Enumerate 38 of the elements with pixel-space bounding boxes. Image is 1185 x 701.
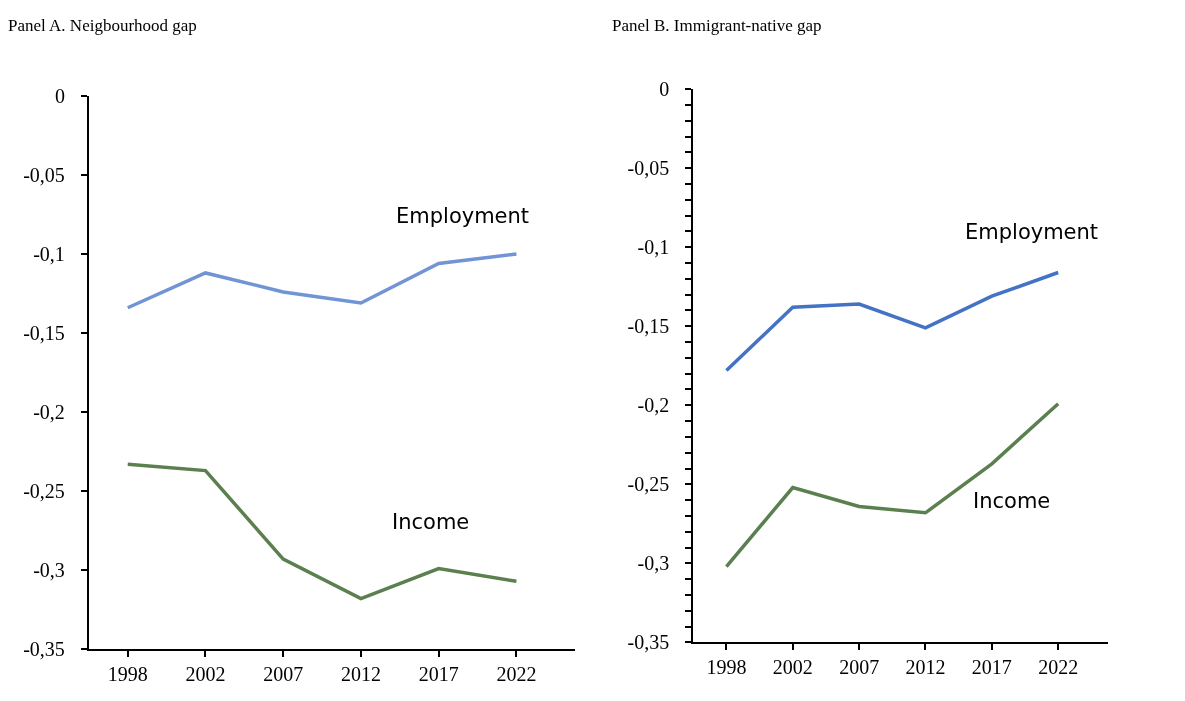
x-tick-label: 2007 <box>263 663 304 686</box>
x-tick-label: 1998 <box>107 663 148 686</box>
y-tick-label: -0,3 <box>637 552 670 575</box>
x-tick-label: 2012 <box>905 656 946 679</box>
line-series <box>724 401 1060 569</box>
x-tick-label: 2022 <box>496 663 537 686</box>
x-tick-label: 2017 <box>418 663 459 686</box>
text: Employment <box>965 220 1099 244</box>
y-tick-label: -0,05 <box>23 163 65 186</box>
line-series <box>126 252 519 310</box>
y-tick-label: -0,1 <box>637 236 670 259</box>
y-tick-label: -0,3 <box>33 559 65 582</box>
x-tick-label: 2002 <box>185 663 226 686</box>
x-tick-label: 2022 <box>1038 656 1079 679</box>
y-tick-label: -0,15 <box>23 322 65 345</box>
y-tick-label: -0,1 <box>33 242 65 265</box>
y-tick-label: -0,2 <box>637 394 670 417</box>
chart-title: Panel B. Immigrant-native gap <box>612 16 822 35</box>
x-tick-label: 2002 <box>772 656 813 679</box>
x-tick-label: 1998 <box>706 656 747 679</box>
series-label: Employment <box>396 204 530 228</box>
chart-title: Panel A. Neigbourhood gap <box>8 16 197 35</box>
series-label: Income <box>973 489 1051 513</box>
x-tick-label: 2007 <box>839 656 880 679</box>
y-tick-label: 0 <box>54 84 65 107</box>
y-tick-label: -0,25 <box>23 480 65 503</box>
y-tick-label: -0,35 <box>627 631 670 654</box>
y-tick-label: -0,2 <box>33 401 65 424</box>
y-tick-label: -0,25 <box>627 473 670 496</box>
series-label: Income <box>392 510 470 534</box>
line-series <box>126 462 519 601</box>
x-tick-label: 2017 <box>971 656 1012 679</box>
x-tick-label: 2012 <box>340 663 381 686</box>
y-tick-label: -0,15 <box>627 315 670 338</box>
y-tick-label: -0,05 <box>627 157 670 180</box>
line-series <box>724 270 1060 373</box>
y-tick-label: -0,35 <box>23 638 65 661</box>
y-tick-label: 0 <box>659 78 670 101</box>
